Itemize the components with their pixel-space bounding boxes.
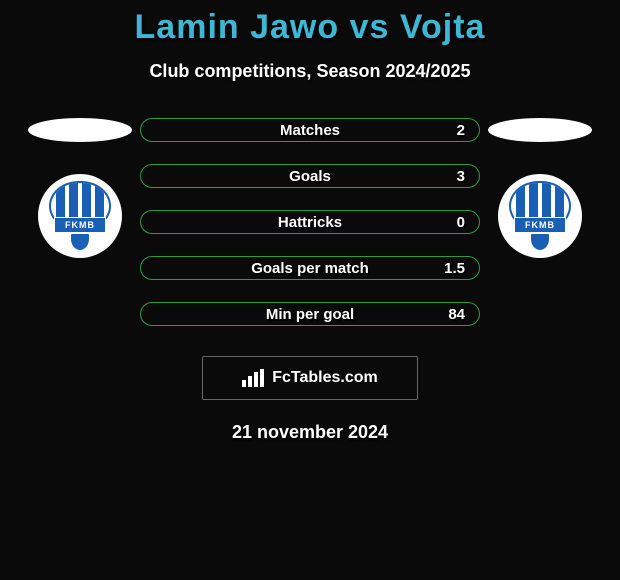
stat-label: Goals <box>289 168 331 185</box>
stats-column: Matches 2 Goals 3 Hattricks 0 Goals per … <box>140 118 480 326</box>
stat-value-right: 84 <box>448 306 465 323</box>
left-club-badge: FKMB <box>38 174 122 258</box>
brand-text: FcTables.com <box>272 369 378 387</box>
badge-shield <box>70 233 90 251</box>
stat-label: Matches <box>280 122 340 139</box>
badge-label: FKMB <box>514 217 566 233</box>
right-player-col: FKMB <box>480 118 600 258</box>
badge-graphic: FKMB <box>509 181 571 251</box>
stat-value-right: 2 <box>457 122 465 139</box>
subtitle: Club competitions, Season 2024/2025 <box>0 61 620 82</box>
brand-bars-icon <box>242 369 264 387</box>
page-title: Lamin Jawo vs Vojta <box>0 8 620 47</box>
badge-label: FKMB <box>54 217 106 233</box>
left-player-avatar <box>28 118 132 142</box>
stat-row-matches: Matches 2 <box>140 118 480 142</box>
main-row: FKMB Matches 2 Goals 3 Hattricks 0 Goals… <box>0 118 620 326</box>
stat-value-right: 0 <box>457 214 465 231</box>
stat-value-right: 3 <box>457 168 465 185</box>
stat-label: Goals per match <box>251 260 369 277</box>
stat-row-gpm: Goals per match 1.5 <box>140 256 480 280</box>
stat-row-hattricks: Hattricks 0 <box>140 210 480 234</box>
stat-label: Hattricks <box>278 214 342 231</box>
badge-shield <box>530 233 550 251</box>
infographic-root: Lamin Jawo vs Vojta Club competitions, S… <box>0 0 620 443</box>
stat-row-goals: Goals 3 <box>140 164 480 188</box>
left-player-col: FKMB <box>20 118 140 258</box>
brand-box: FcTables.com <box>202 356 418 400</box>
stat-row-mpg: Min per goal 84 <box>140 302 480 326</box>
right-player-avatar <box>488 118 592 142</box>
date-text: 21 november 2024 <box>0 422 620 443</box>
right-club-badge: FKMB <box>498 174 582 258</box>
stat-label: Min per goal <box>266 306 354 323</box>
stat-value-right: 1.5 <box>444 260 465 277</box>
badge-graphic: FKMB <box>49 181 111 251</box>
